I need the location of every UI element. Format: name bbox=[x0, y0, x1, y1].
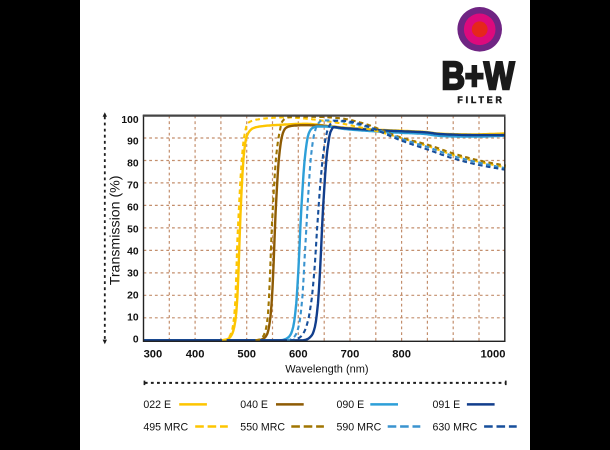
svg-text:70: 70 bbox=[127, 181, 139, 192]
svg-text:630 MRC: 630 MRC bbox=[433, 421, 478, 433]
svg-text:Wavelength (nm): Wavelength (nm) bbox=[285, 364, 368, 376]
svg-text:550 MRC: 550 MRC bbox=[240, 421, 285, 433]
svg-text:40: 40 bbox=[127, 247, 139, 258]
svg-text:B+W: B+W bbox=[442, 55, 515, 98]
svg-text:90: 90 bbox=[127, 137, 139, 148]
svg-text:100: 100 bbox=[121, 115, 138, 126]
svg-text:800: 800 bbox=[392, 349, 411, 361]
svg-text:590 MRC: 590 MRC bbox=[337, 421, 382, 433]
svg-text:1000: 1000 bbox=[481, 349, 506, 361]
svg-text:500: 500 bbox=[237, 349, 256, 361]
svg-text:040 E: 040 E bbox=[240, 399, 268, 411]
svg-text:300: 300 bbox=[144, 349, 163, 361]
svg-text:FILTER: FILTER bbox=[457, 95, 504, 105]
svg-text:090 E: 090 E bbox=[337, 399, 365, 411]
svg-text:30: 30 bbox=[127, 268, 139, 279]
svg-text:022 E: 022 E bbox=[143, 399, 171, 411]
svg-text:0: 0 bbox=[133, 334, 139, 345]
svg-text:700: 700 bbox=[341, 349, 360, 361]
svg-text:10: 10 bbox=[127, 312, 139, 323]
svg-text:600: 600 bbox=[289, 349, 308, 361]
svg-text:Transmission (%): Transmission (%) bbox=[107, 175, 123, 285]
svg-text:091 E: 091 E bbox=[433, 399, 461, 411]
svg-text:20: 20 bbox=[127, 290, 139, 301]
svg-text:50: 50 bbox=[127, 225, 139, 236]
svg-text:495 MRC: 495 MRC bbox=[143, 421, 188, 433]
svg-text:60: 60 bbox=[127, 203, 139, 214]
svg-text:400: 400 bbox=[186, 349, 205, 361]
svg-text:80: 80 bbox=[127, 159, 139, 170]
